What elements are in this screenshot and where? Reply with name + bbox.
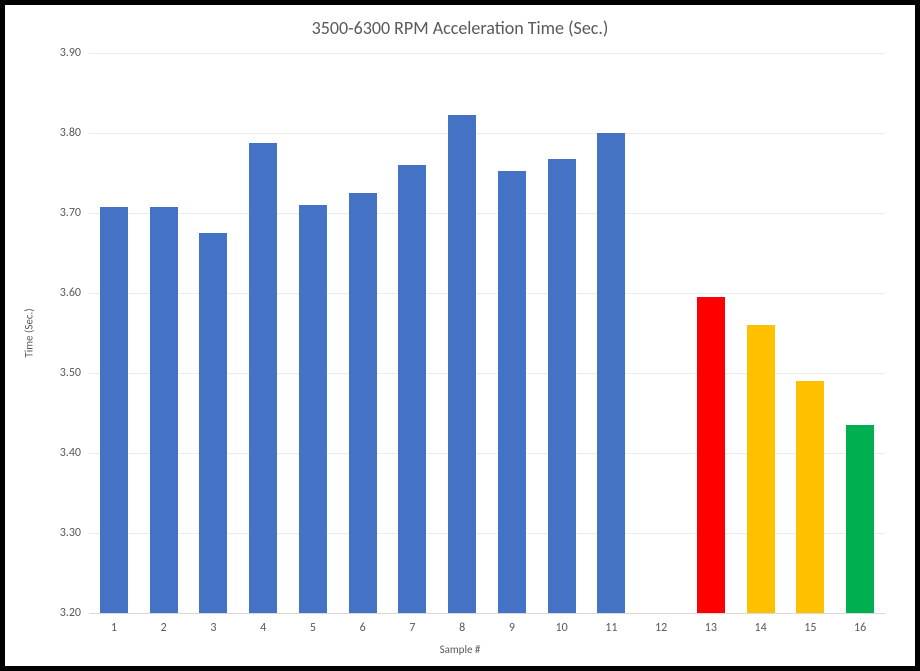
chart-frame: 3500-6300 RPM Acceleration Time (Sec.) T…: [0, 0, 920, 671]
y-tick-label: 3.40: [60, 446, 81, 460]
x-tick-label: 16: [854, 621, 866, 635]
bar: [100, 207, 128, 613]
x-tick-label: 9: [509, 621, 515, 635]
bar: [249, 143, 277, 613]
y-tick-label: 3.30: [60, 526, 81, 540]
bar: [150, 207, 178, 613]
chart-title: 3500-6300 RPM Acceleration Time (Sec.): [5, 17, 915, 39]
bar: [796, 381, 824, 613]
y-tick-label: 3.70: [60, 206, 81, 220]
x-tick-label: 12: [655, 621, 667, 635]
y-tick-label: 3.60: [60, 286, 81, 300]
x-tick-label: 4: [260, 621, 266, 635]
grid-line: [89, 133, 885, 134]
x-tick-label: 7: [409, 621, 415, 635]
bar: [846, 425, 874, 613]
y-tick-label: 3.80: [60, 126, 81, 140]
y-axis-title: Time (Sec.): [23, 308, 36, 357]
plot-area: 3.203.303.403.503.603.703.803.9012345678…: [89, 53, 885, 613]
x-tick-label: 2: [161, 621, 167, 635]
x-tick-label: 13: [705, 621, 717, 635]
x-tick-label: 5: [310, 621, 316, 635]
grid-line: [89, 213, 885, 214]
bar: [747, 325, 775, 613]
x-tick-label: 15: [804, 621, 816, 635]
bar: [398, 165, 426, 613]
x-tick-label: 3: [210, 621, 216, 635]
x-tick-label: 14: [755, 621, 767, 635]
grid-line: [89, 613, 885, 614]
grid-line: [89, 53, 885, 54]
x-tick-label: 10: [556, 621, 568, 635]
bar: [597, 133, 625, 613]
x-tick-label: 11: [605, 621, 617, 635]
y-tick-label: 3.90: [60, 46, 81, 60]
bar: [199, 233, 227, 613]
bar: [498, 171, 526, 613]
x-axis-title: Sample #: [5, 643, 915, 656]
bar: [448, 115, 476, 613]
x-tick-label: 1: [111, 621, 117, 635]
bar: [349, 193, 377, 613]
bar: [697, 297, 725, 613]
x-tick-label: 8: [459, 621, 465, 635]
y-tick-label: 3.20: [60, 606, 81, 620]
bar: [299, 205, 327, 613]
bar: [548, 159, 576, 613]
x-tick-label: 6: [360, 621, 366, 635]
y-tick-label: 3.50: [60, 366, 81, 380]
